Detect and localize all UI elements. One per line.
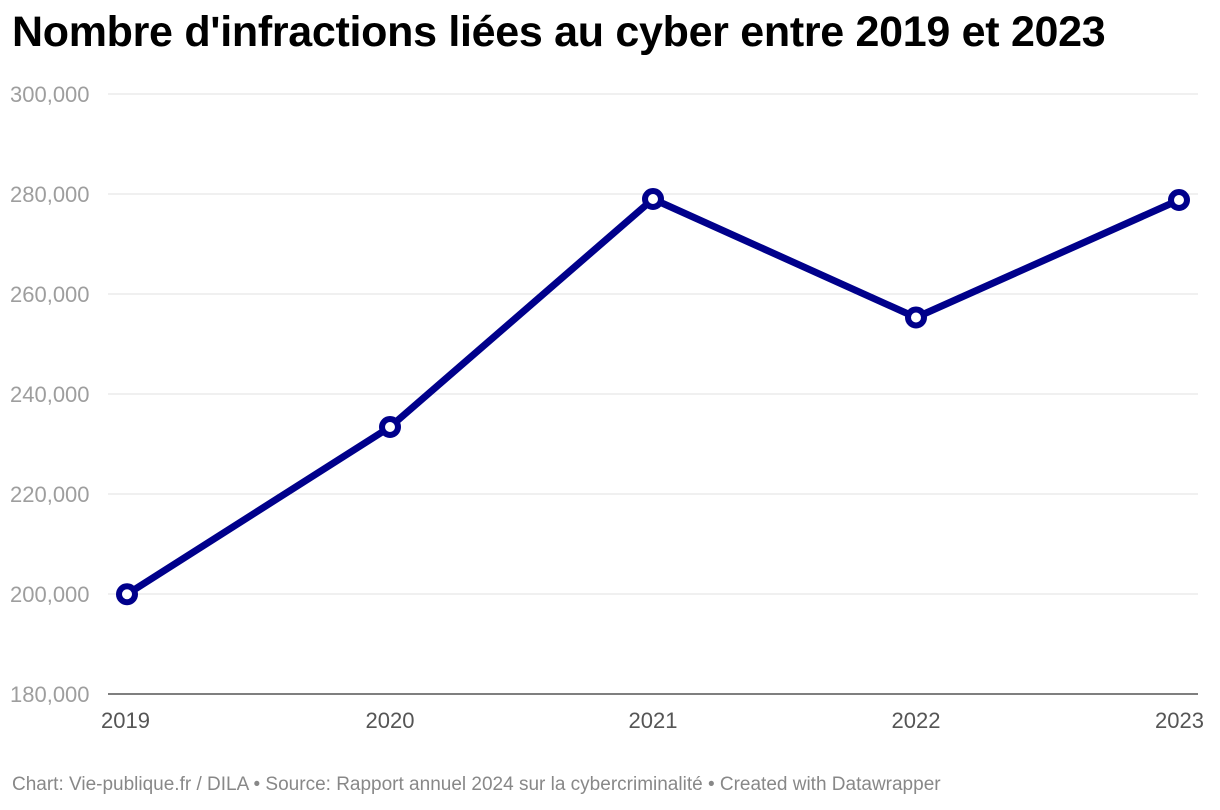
x-tick-label: 2021 [629,708,678,733]
data-point [1168,189,1190,211]
data-point [379,416,401,438]
x-axis-ticks: 2019 2020 2021 2022 2023 [101,708,1204,733]
y-tick-label: 300,000 [10,82,90,107]
x-tick-label: 2019 [101,708,150,733]
x-tick-label: 2023 [1155,708,1204,733]
y-tick-label: 260,000 [10,282,90,307]
y-axis-ticks: 180,000 200,000 220,000 240,000 260,000 280,0… [10,82,90,707]
data-point [905,306,927,329]
x-tick-label: 2022 [892,708,941,733]
y-tick-label: 180,000 [10,682,90,707]
chart-footer: Chart: Vie-publique.fr / DILA • Source: … [12,774,941,795]
series-line [123,195,1183,598]
y-tick-label: 280,000 [10,182,90,207]
data-point [642,188,664,210]
x-tick-label: 2020 [366,708,415,733]
gridlines [108,93,1198,695]
y-tick-label: 220,000 [10,482,90,507]
line-chart: 180,000 200,000 220,000 240,000 260,000 280,0… [10,82,1204,733]
y-tick-label: 200,000 [10,582,90,607]
series-layer [116,188,1190,606]
data-point [116,583,138,606]
y-tick-label: 240,000 [10,382,90,407]
chart-title: Nombre d'infractions liées au cyber entr… [12,8,1106,56]
